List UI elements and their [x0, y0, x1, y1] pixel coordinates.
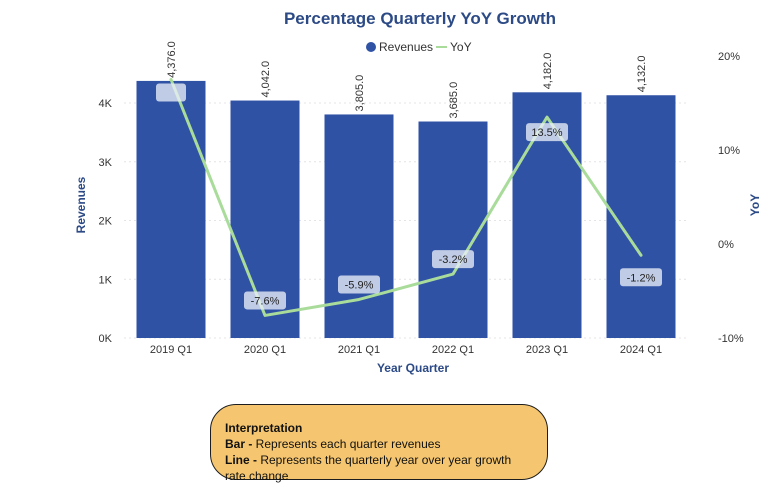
legend[interactable]: Revenues YoY [366, 40, 472, 54]
y-axis-ticks: 0K 1K 2K 3K 4K [99, 98, 113, 345]
x-tick-label: 2020 Q1 [244, 344, 286, 356]
yoy-label: -5.9% [345, 279, 374, 291]
y2-axis-title: YoY [748, 194, 762, 216]
y-tick-label: 1K [99, 274, 113, 286]
yoy-label-box [432, 250, 474, 269]
revenue-bar [418, 121, 488, 338]
revenue-bar-labels: 4,376.0 4,042.0 3,805.0 3,685.0 4,182.0 4,132… [166, 41, 648, 118]
y-tick-label: 4K [99, 98, 113, 110]
revenue-bar-label: 4,376.0 [166, 41, 178, 78]
note-bar-text: Represents each quarter revenues [252, 437, 441, 451]
revenue-bar-label: 4,182.0 [542, 53, 554, 90]
chart-title: Percentage Quarterly YoY Growth [284, 9, 556, 28]
note-bar-key: Bar - [225, 437, 253, 451]
revenue-bar-label: 4,132.0 [636, 56, 648, 93]
x-axis-ticks: 2019 Q1 2020 Q1 2021 Q1 2022 Q1 2023 Q1 2024 … [150, 344, 662, 356]
y-tick-label: 0K [99, 333, 113, 345]
yoy-label-box [526, 123, 568, 142]
note-line-key: Line - [225, 453, 257, 467]
y2-tick-label: 10% [718, 145, 740, 157]
yoy-label: -1.2% [627, 272, 656, 284]
revenue-bar [606, 95, 676, 339]
y2-tick-label: 0% [718, 239, 734, 251]
revenue-bar [136, 80, 206, 338]
note-title: Interpretation [225, 421, 303, 435]
y-axis-title: Revenues [74, 176, 88, 233]
yoy-label: 13.5% [531, 127, 562, 139]
yoy-label-box [338, 275, 380, 294]
revenue-bar-label: 4,042.0 [260, 61, 272, 98]
yoy-label: -7.6% [251, 295, 280, 307]
yoy-label-box [620, 268, 662, 287]
x-tick-label: 2021 Q1 [338, 344, 380, 356]
legend-yoy-label: YoY [450, 40, 472, 54]
revenue-bars [136, 80, 676, 339]
note-line-line: Line - Represents the quarterly year ove… [225, 452, 533, 484]
yoy-label-box [244, 291, 286, 310]
revenue-bar-label: 3,805.0 [354, 75, 366, 112]
yoy-label: -3.2% [439, 254, 468, 266]
y2-tick-label: 20% [718, 51, 740, 63]
x-tick-label: 2024 Q1 [620, 344, 662, 356]
legend-revenues-marker [366, 42, 376, 52]
combo-chart: Percentage Quarterly YoY Growth Revenues… [74, 9, 762, 375]
yoy-labels: -7.6% -5.9% -3.2% 13.5% -1.2% [156, 83, 662, 310]
x-tick-label: 2019 Q1 [150, 344, 192, 356]
x-axis-title: Year Quarter [377, 361, 449, 375]
note-line-text: Represents the quarterly year over year … [225, 453, 512, 483]
interpretation-note: Interpretation Bar - Represents each qua… [210, 404, 548, 483]
legend-revenues-label: Revenues [379, 40, 433, 54]
x-tick-label: 2023 Q1 [526, 344, 568, 356]
gridlines [124, 102, 688, 339]
y2-axis-ticks: -10% 0% 10% 20% [718, 51, 744, 345]
note-bar-line: Bar - Represents each quarter revenues [225, 436, 533, 452]
revenue-bar-label: 3,685.0 [448, 82, 460, 119]
yoy-label-box [156, 83, 186, 102]
x-tick-label: 2022 Q1 [432, 344, 474, 356]
y2-tick-label: -10% [718, 333, 744, 345]
y-tick-label: 3K [99, 157, 113, 169]
y-tick-label: 2K [99, 216, 113, 228]
